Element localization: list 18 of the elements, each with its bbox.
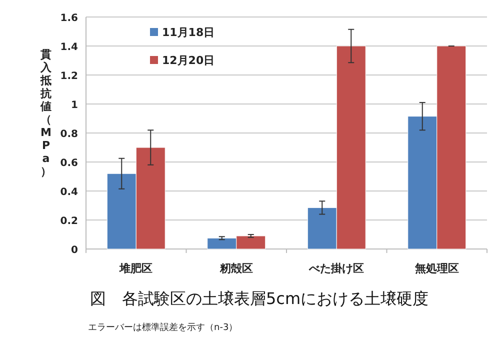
y-tick-label: 1 — [71, 100, 78, 111]
text: 貫入抵抗値（MPa） — [40, 48, 52, 178]
y-tick-label: 1.2 — [60, 71, 78, 82]
x-tick-label: 無処理区 — [414, 262, 459, 275]
y-tick-label: 0.6 — [60, 158, 78, 169]
text: 図 各試験区の土壌表層5cmにおける土壌硬度 — [90, 289, 429, 308]
y-tick-label: 1.6 — [60, 13, 78, 24]
y-tick-label: 0.8 — [60, 129, 78, 140]
legend-label: 12月20日 — [162, 54, 215, 67]
y-tick-label: 1.4 — [60, 42, 78, 53]
x-tick-label: べた掛け区 — [308, 262, 364, 275]
text: エラーバーは標準誤差を示す（n-3） — [88, 322, 238, 333]
y-tick-label: 0.2 — [60, 216, 78, 227]
legend-label: 11月18日 — [162, 26, 215, 39]
y-tick-label: 0.4 — [60, 187, 78, 198]
x-tick-label: 堆肥区 — [118, 262, 153, 275]
y-tick-label: 0 — [71, 245, 78, 256]
x-tick-label: 籾殻区 — [218, 262, 253, 275]
